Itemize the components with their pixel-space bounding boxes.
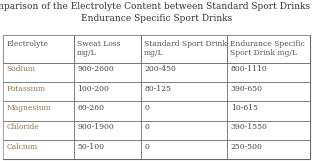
Bar <box>227 63 310 82</box>
Bar <box>3 101 74 121</box>
Text: 80-125: 80-125 <box>145 85 172 93</box>
Text: Potassium: Potassium <box>7 85 46 93</box>
Bar <box>3 140 74 159</box>
Bar <box>227 140 310 159</box>
Bar <box>3 101 310 121</box>
Bar <box>3 63 310 82</box>
Bar <box>3 35 310 63</box>
Bar <box>74 140 141 159</box>
Bar <box>3 82 310 101</box>
Bar <box>3 63 74 82</box>
Text: Sweat Loss
mg/L: Sweat Loss mg/L <box>77 39 120 57</box>
Bar <box>3 121 310 140</box>
Text: 800-1110: 800-1110 <box>231 66 268 73</box>
Bar <box>3 140 310 159</box>
Bar <box>227 101 310 121</box>
Bar <box>141 82 227 101</box>
Bar <box>227 82 310 101</box>
Text: Chloride: Chloride <box>7 123 39 132</box>
Bar <box>227 35 310 63</box>
Bar <box>141 101 227 121</box>
Text: Comparison of the Electrolyte Content between Standard Sport Drinks and
Enduranc: Comparison of the Electrolyte Content be… <box>0 2 313 23</box>
Text: 60-260: 60-260 <box>77 104 104 112</box>
Text: 250-500: 250-500 <box>231 143 263 151</box>
Text: 100-200: 100-200 <box>77 85 109 93</box>
Text: 10-615: 10-615 <box>231 104 258 112</box>
Bar <box>74 82 141 101</box>
Text: Calcium: Calcium <box>7 143 38 151</box>
Bar <box>227 121 310 140</box>
Text: Standard Sport Drink
mg/L: Standard Sport Drink mg/L <box>144 39 227 57</box>
Text: 390-1550: 390-1550 <box>231 123 268 132</box>
Text: 0: 0 <box>145 143 150 151</box>
Bar <box>74 101 141 121</box>
Text: 0: 0 <box>145 123 150 132</box>
Bar <box>74 35 141 63</box>
Text: 390-650: 390-650 <box>231 85 263 93</box>
Text: Sodium: Sodium <box>7 66 36 73</box>
Text: 0: 0 <box>145 104 150 112</box>
Bar <box>3 121 74 140</box>
Text: Magnesium: Magnesium <box>7 104 52 112</box>
Text: Endurance Specific
Sport Drink mg/L: Endurance Specific Sport Drink mg/L <box>230 39 305 57</box>
Text: 200-450: 200-450 <box>145 66 177 73</box>
Bar <box>141 35 227 63</box>
Text: 50-100: 50-100 <box>77 143 104 151</box>
Bar <box>141 63 227 82</box>
Text: 900-2600: 900-2600 <box>77 66 114 73</box>
Bar <box>3 82 74 101</box>
Text: Electrolyte: Electrolyte <box>6 39 48 47</box>
Bar <box>141 121 227 140</box>
Bar <box>3 35 310 159</box>
Bar <box>74 63 141 82</box>
Text: 900-1900: 900-1900 <box>77 123 114 132</box>
Bar <box>3 35 74 63</box>
Bar <box>141 140 227 159</box>
Bar <box>74 121 141 140</box>
